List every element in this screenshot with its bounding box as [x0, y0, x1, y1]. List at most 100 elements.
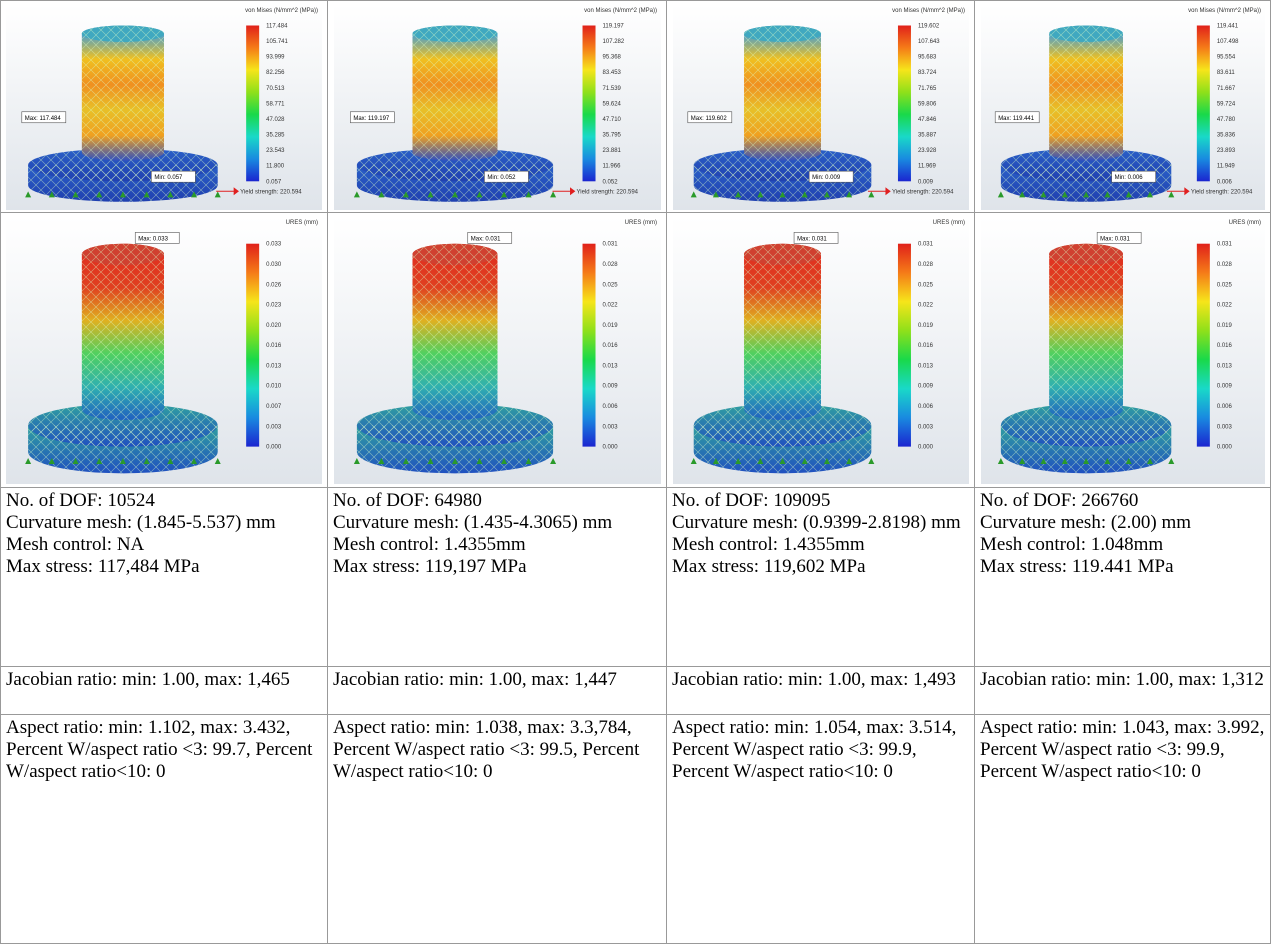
legend-title: URES (mm) [932, 220, 964, 226]
legend-value: 119.197 [602, 24, 624, 30]
table-cell: URES (mm)0.0310.0280.0250.0220.0190.0160… [975, 213, 1271, 488]
table-cell: Jacobian ratio: min: 1.00, max: 1,312 [975, 667, 1271, 715]
legend-value: 105.741 [266, 39, 288, 45]
legend-value: 83.453 [602, 70, 621, 76]
cell-text: Max stress: 119.441 MPa [980, 556, 1265, 578]
yield-label: Yield strength: 220.594 [891, 189, 953, 195]
legend-value: 0.000 [266, 445, 282, 451]
yield-label: Yield strength: 220.594 [240, 189, 302, 195]
legend-value: 93.999 [266, 55, 285, 61]
table-cell: Jacobian ratio: min: 1.00, max: 1,465 [0, 667, 328, 715]
legend-value: 23.893 [1216, 148, 1235, 154]
cell-text: Aspect ratio: min: 1.102, max: 3.432, Pe… [6, 717, 322, 783]
legend-value: 0.052 [602, 179, 618, 185]
legend-value: 0.025 [917, 282, 933, 288]
legend-value: 0.030 [266, 262, 282, 268]
probe-label: Max: 0.033 [138, 236, 168, 242]
legend-value: 0.025 [602, 282, 618, 288]
legend-value: 95.683 [917, 55, 936, 61]
document: von Mises (N/mm^2 (MPa)) 117.484 105.741 93… [0, 0, 1271, 944]
legend-value: 119.602 [917, 24, 939, 30]
cell-text: Jacobian ratio: min: 1.00, max: 1,465 [6, 669, 322, 691]
legend-value: 11.949 [1216, 164, 1235, 170]
legend-value: 0.031 [917, 242, 933, 248]
legend-value: 0.006 [1216, 179, 1232, 185]
fea-image: von Mises (N/mm^2 (MPa))117.484105.74193… [6, 5, 322, 210]
table-cell: von Mises (N/mm^2 (MPa))119.197107.28295… [328, 0, 667, 213]
column-top-mesh [1049, 244, 1123, 265]
legend-bar [582, 26, 595, 182]
legend-value: 117.484 [266, 24, 288, 30]
column-top-mesh [744, 26, 821, 42]
cell-text: Max stress: 119,602 MPa [672, 556, 969, 578]
legend-value: 0.026 [266, 282, 282, 288]
fea-image: von Mises (N/mm^2 (MPa))119.197107.28295… [334, 5, 661, 210]
legend-value: 0.013 [602, 363, 618, 369]
table-cell: Jacobian ratio: min: 1.00, max: 1,447 [328, 667, 667, 715]
table-cell: No. of DOF: 10524Curvature mesh: (1.845-… [0, 488, 328, 667]
legend-value: 0.003 [602, 424, 618, 430]
cell-text: Mesh control: 1.048mm [980, 534, 1265, 556]
cell-text: Max stress: 119,197 MPa [333, 556, 661, 578]
legend-value: 0.013 [266, 363, 282, 369]
probe-label: Min: 0.052 [487, 175, 516, 181]
legend-value: 71.539 [602, 86, 621, 92]
legend-bar [1196, 26, 1209, 182]
table-cell: Aspect ratio: min: 1.038, max: 3.3,784, … [328, 715, 667, 944]
column-top-mesh [1049, 26, 1123, 42]
column [744, 254, 821, 420]
legend-value: 0.028 [602, 262, 618, 268]
legend-value: 0.006 [917, 404, 933, 410]
cell-text: No. of DOF: 64980 [333, 490, 661, 512]
legend-value: 0.010 [266, 384, 282, 390]
legend-value: 0.003 [917, 424, 933, 430]
legend-value: 95.554 [1216, 55, 1235, 61]
legend-value: 0.009 [917, 384, 933, 390]
legend-value: 58.771 [266, 101, 285, 107]
cell-text: Jacobian ratio: min: 1.00, max: 1,447 [333, 669, 661, 691]
cell-text: No. of DOF: 266760 [980, 490, 1265, 512]
probe-label: Min: 0.006 [1114, 175, 1143, 181]
legend-bar [897, 26, 910, 182]
legend-value: 0.009 [917, 179, 933, 185]
legend-value: 0.019 [917, 323, 933, 329]
column-top-mesh [412, 244, 497, 265]
fea-image: URES (mm)0.0310.0280.0250.0220.0190.0160… [673, 217, 969, 484]
legend-title: von Mises (N/mm^2 (MPa)) [1188, 8, 1261, 14]
table-cell: Aspect ratio: min: 1.054, max: 3.514, Pe… [667, 715, 975, 944]
legend-value: 71.765 [917, 86, 936, 92]
column [744, 34, 821, 161]
column [412, 34, 497, 161]
legend-value: 0.006 [1216, 404, 1232, 410]
cell-text: Aspect ratio: min: 1.043, max: 3.992, Pe… [980, 717, 1265, 783]
legend-value: 0.000 [602, 445, 618, 451]
cell-text: Curvature mesh: (1.845-5.537) mm [6, 512, 322, 534]
legend-value: 0.033 [266, 242, 282, 248]
legend-value: 0.016 [1216, 343, 1232, 349]
legend-value: 0.022 [1216, 303, 1232, 309]
legend-title: von Mises (N/mm^2 (MPa)) [892, 8, 965, 14]
legend-value: 35.836 [1216, 133, 1235, 139]
probe-label: Max: 0.031 [797, 236, 827, 242]
legend-value: 59.724 [1216, 101, 1235, 107]
legend-value: 59.624 [602, 101, 621, 107]
legend-bar [246, 26, 259, 182]
column-top-mesh [82, 26, 164, 42]
cell-text: Mesh control: NA [6, 534, 322, 556]
yield-label: Yield strength: 220.594 [1190, 189, 1252, 195]
table-cell: Aspect ratio: min: 1.043, max: 3.992, Pe… [975, 715, 1271, 944]
legend-value: 0.003 [1216, 424, 1232, 430]
cell-text: Curvature mesh: (2.00) mm [980, 512, 1265, 534]
legend-value: 0.009 [602, 384, 618, 390]
legend-value: 95.368 [602, 55, 621, 61]
column-top-mesh [82, 244, 164, 265]
legend-value: 47.028 [266, 117, 285, 123]
probe-label: Min: 0.057 [154, 175, 183, 181]
cell-text: Jacobian ratio: min: 1.00, max: 1,312 [980, 669, 1265, 691]
legend-bar [897, 244, 910, 447]
legend-value: 0.019 [1216, 323, 1232, 329]
column [1049, 34, 1123, 161]
legend-value: 0.057 [266, 179, 282, 185]
table-cell: Jacobian ratio: min: 1.00, max: 1,493 [667, 667, 975, 715]
probe-label: Max: 117.484 [25, 116, 62, 122]
